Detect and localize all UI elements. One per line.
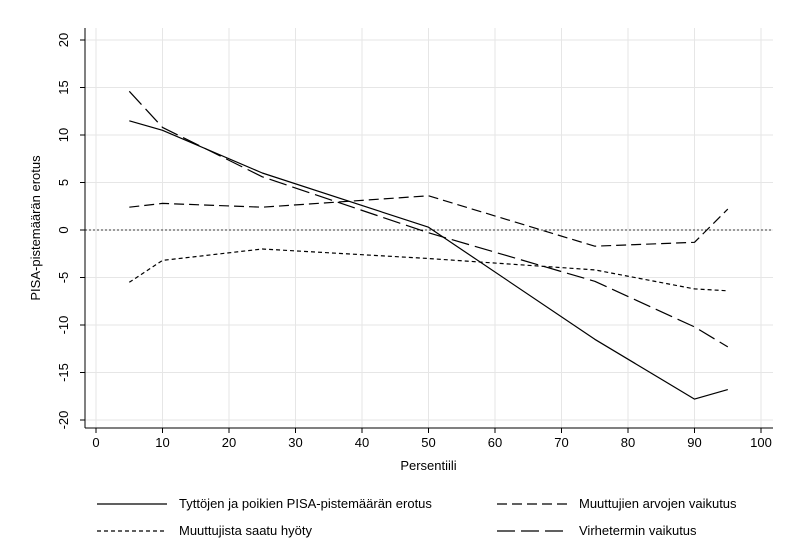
y-tick-label: 20 bbox=[56, 33, 71, 47]
x-tick-label: 30 bbox=[288, 435, 302, 450]
y-tick-label: -20 bbox=[56, 411, 71, 430]
y-tick-label: -5 bbox=[56, 272, 71, 284]
legend-label-2: Muuttujien arvojen vaikutus bbox=[579, 496, 737, 511]
series-line-4 bbox=[128, 90, 729, 348]
x-axis-ticks: 0 10 20 30 40 50 60 70 80 90 100 bbox=[92, 428, 772, 450]
y-tick-label: 15 bbox=[56, 80, 71, 94]
legend: Tyttöjen ja poikien PISA-pistemäärän ero… bbox=[97, 496, 737, 538]
x-tick-label: 10 bbox=[155, 435, 169, 450]
y-axis-title: PISA-pistemäärän erotus bbox=[28, 155, 43, 301]
gridlines bbox=[85, 28, 773, 428]
series-line-2 bbox=[129, 195, 729, 247]
y-tick-label: -15 bbox=[56, 363, 71, 382]
legend-label-4: Virhetermin vaikutus bbox=[579, 523, 697, 538]
legend-label-3: Muuttujista saatu hyöty bbox=[179, 523, 312, 538]
y-tick-label: -10 bbox=[56, 316, 71, 335]
x-tick-label: 90 bbox=[687, 435, 701, 450]
series-lines bbox=[128, 90, 729, 400]
y-axis-ticks: 20 15 10 5 0 -5 -10 -15 -20 bbox=[56, 33, 85, 430]
series-line-1 bbox=[129, 120, 728, 400]
x-tick-label: 0 bbox=[92, 435, 99, 450]
x-tick-label: 80 bbox=[621, 435, 635, 450]
x-tick-label: 70 bbox=[554, 435, 568, 450]
series-line-3 bbox=[128, 248, 728, 292]
x-tick-label: 100 bbox=[750, 435, 772, 450]
x-tick-label: 40 bbox=[355, 435, 369, 450]
x-tick-label: 50 bbox=[421, 435, 435, 450]
legend-label-1: Tyttöjen ja poikien PISA-pistemäärän ero… bbox=[179, 496, 432, 511]
y-tick-label: 0 bbox=[56, 226, 71, 233]
x-tick-label: 20 bbox=[222, 435, 236, 450]
x-axis-title: Persentiili bbox=[400, 458, 456, 473]
y-tick-label: 10 bbox=[56, 128, 71, 142]
y-tick-label: 5 bbox=[56, 179, 71, 186]
x-tick-label: 60 bbox=[488, 435, 502, 450]
